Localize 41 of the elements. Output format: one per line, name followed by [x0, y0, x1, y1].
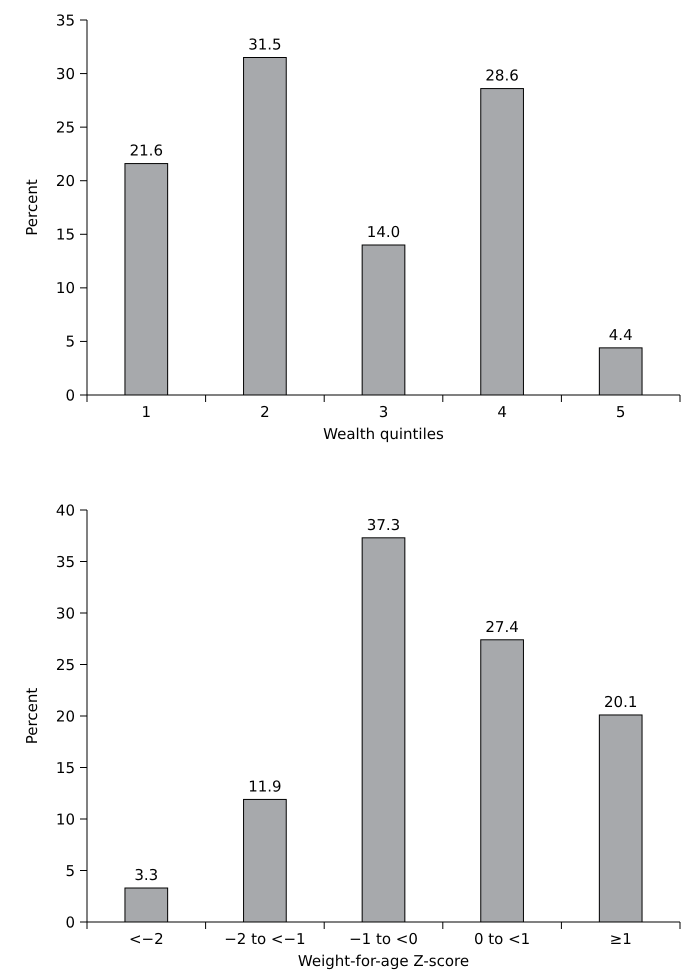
data-label: 4.4: [608, 326, 633, 344]
y-tick-label: 30: [56, 64, 75, 83]
x-tick-label: 5: [616, 403, 626, 421]
data-label: 31.5: [248, 36, 282, 54]
y-tick-label: 35: [56, 11, 75, 30]
x-tick-label: −2 to <−1: [224, 930, 306, 948]
y-tick-label: 20: [56, 172, 75, 190]
y-tick-label: 35: [56, 552, 75, 571]
x-tick-label: <−2: [128, 930, 164, 948]
y-tick-label: 25: [56, 656, 75, 674]
x-axis-title: Weight-for-age Z-score: [298, 952, 470, 970]
data-label: 3.3: [134, 866, 158, 884]
y-tick-label: 40: [56, 501, 75, 520]
data-label: 37.3: [366, 516, 400, 534]
y-tick-label: 15: [56, 226, 75, 244]
x-axis-title: Wealth quintiles: [323, 425, 444, 443]
data-label: 20.1: [604, 692, 638, 711]
y-tick-label: 5: [65, 332, 75, 351]
y-tick-label: 0: [65, 386, 75, 404]
x-tick-label: 4: [497, 403, 507, 421]
y-tick-label: 30: [56, 604, 75, 622]
x-tick-label: 2: [260, 403, 270, 421]
x-tick-label: ≥1: [610, 930, 632, 948]
data-label: 28.6: [485, 66, 519, 85]
x-tick-label: 0 to <1: [474, 930, 530, 948]
data-label: 21.6: [130, 142, 164, 160]
data-label: 27.4: [485, 618, 519, 636]
y-tick-label: 5: [65, 862, 75, 880]
y-tick-label: 20: [56, 707, 75, 726]
y-tick-label: 0: [65, 913, 75, 932]
y-axis-title: Percent: [23, 179, 41, 236]
y-tick-label: 15: [56, 758, 75, 777]
data-label: 14.0: [366, 223, 400, 241]
x-tick-label: 1: [142, 403, 152, 421]
x-tick-label: −1 to <0: [349, 930, 418, 948]
y-tick-label: 10: [56, 279, 75, 298]
x-tick-label: 3: [378, 403, 388, 421]
data-label: 11.9: [248, 777, 282, 796]
y-axis-title: Percent: [23, 688, 41, 744]
y-tick-label: 10: [56, 810, 75, 828]
y-tick-label: 25: [56, 118, 75, 136]
